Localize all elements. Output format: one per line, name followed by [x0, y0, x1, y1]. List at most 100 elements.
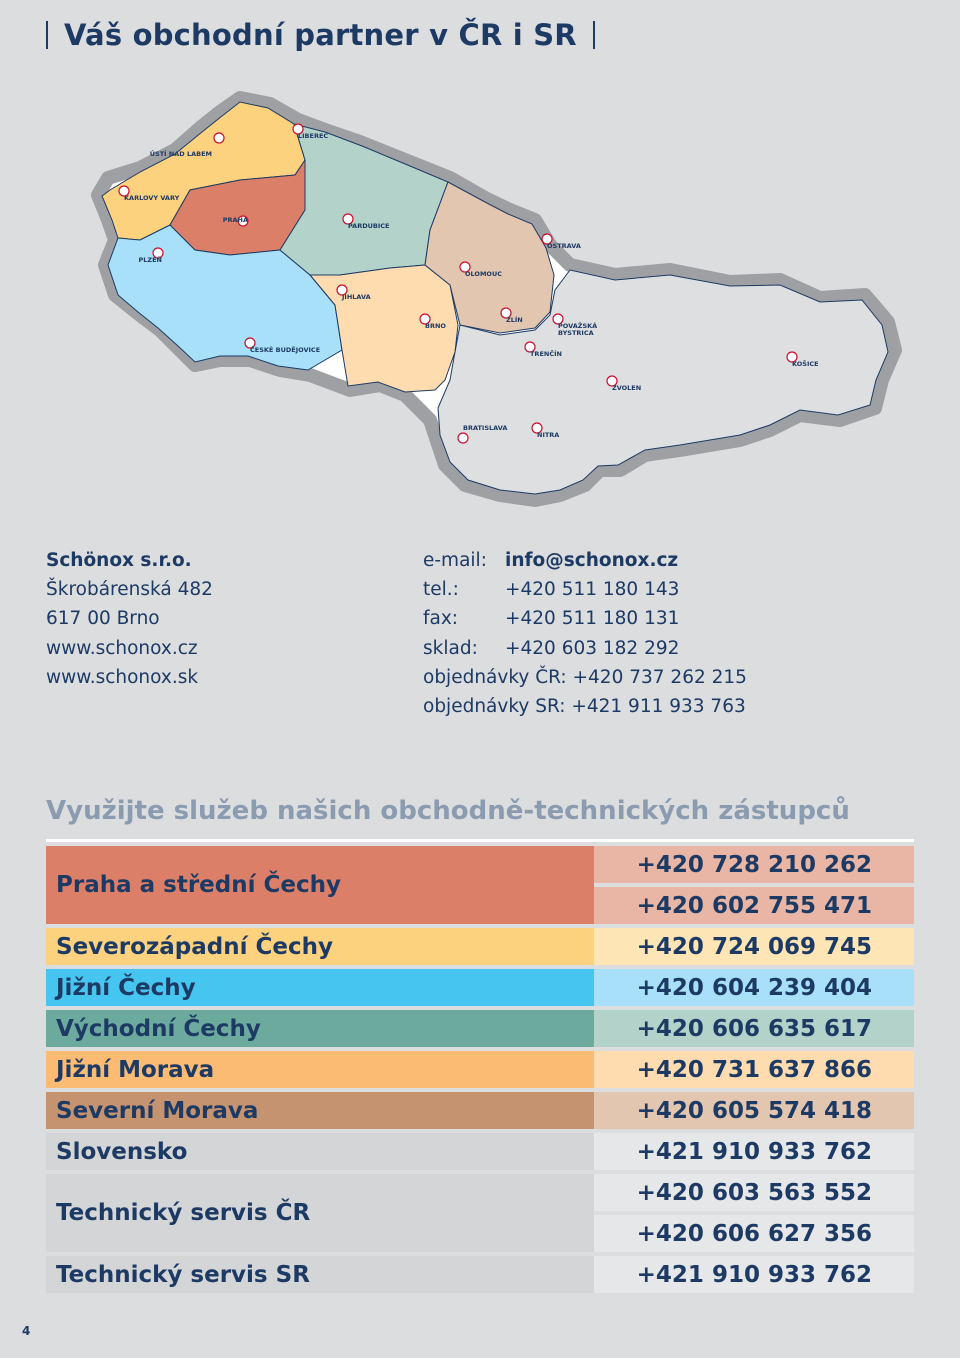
reps-title-underline: [46, 839, 914, 842]
rep-phone: +420 604 239 404: [594, 969, 914, 1006]
sklad-row: sklad: +420 603 182 292: [423, 634, 747, 663]
tel-label: tel.:: [423, 579, 459, 601]
rep-row: Severní Morava +420 605 574 418: [46, 1092, 914, 1129]
city-marker-icon: [336, 284, 348, 296]
website-cz-link[interactable]: www.schonox.cz: [46, 637, 198, 659]
rep-phone: +420 728 210 262: [594, 846, 914, 883]
city-label: KARLOVY VARY: [124, 194, 180, 202]
city-marker-icon: [541, 233, 553, 245]
rep-row: Jižní Morava +420 731 637 866: [46, 1051, 914, 1088]
sklad-value: +420 603 182 292: [505, 637, 680, 659]
city-label: PARDUBICE: [348, 222, 389, 230]
rep-phone: +420 731 637 866: [594, 1051, 914, 1088]
rep-region: Severozápadní Čechy: [46, 928, 594, 965]
city-label: BYSTRICA: [558, 329, 594, 337]
city-label: ČESKÉ BUDĚJOVICE: [250, 345, 320, 354]
city-marker-icon: [419, 313, 431, 325]
city-label: TRENČÍN: [530, 349, 562, 358]
city-marker-icon: [531, 422, 543, 434]
title-divider-left: [46, 21, 48, 49]
city-marker-icon: [606, 375, 618, 387]
rep-region: Jižní Morava: [46, 1051, 594, 1088]
city-label: PRAHA: [223, 216, 248, 224]
email-label: e-mail:: [423, 550, 487, 571]
city-label: JIHLAVA: [341, 293, 371, 301]
city-label: OSTRAVA: [547, 242, 581, 250]
rep-phone: +420 602 755 471: [594, 887, 914, 924]
rep-phone: +420 605 574 418: [594, 1092, 914, 1129]
city-label: ZLÍN: [506, 315, 523, 324]
rep-region: Jižní Čechy: [46, 969, 594, 1006]
rep-phone: +420 606 627 356: [594, 1215, 914, 1252]
orders-cr: objednávky ČR: +420 737 262 215: [423, 666, 747, 688]
rep-region: Technický servis ČR: [46, 1174, 594, 1252]
reps-table: Praha a střední Čechy +420 728 210 262 +42…: [46, 846, 914, 1297]
tel-row: tel.: +420 511 180 143: [423, 575, 747, 604]
company-address: Schönox s.r.o. Škrobárenská 482 617 00 B…: [46, 546, 213, 692]
rep-region: Technický servis SR: [46, 1256, 594, 1293]
city-label: ZVOLEN: [612, 384, 641, 392]
rep-row: Východní Čechy +420 606 635 617: [46, 1010, 914, 1047]
city-label: ÚSTÍ NAD LABEM: [150, 149, 212, 158]
rep-phone: +421 910 933 762: [594, 1256, 914, 1293]
sklad-label: sklad:: [423, 637, 478, 659]
city-markers: ÚSTÍ NAD LABEM LIBEREC KARLOVY VARY PRAHA PA…: [118, 123, 819, 444]
contact-info: e-mail: info@schonox.cz tel.: +420 511 1…: [423, 546, 747, 721]
region-slovensko: [437, 269, 889, 495]
city-marker-icon: [292, 123, 304, 135]
rep-row: Technický servis SR +421 910 933 762: [46, 1256, 914, 1293]
fax-label: fax:: [423, 608, 459, 630]
email-link[interactable]: info@schonox.cz: [505, 550, 679, 571]
city-marker-icon: [457, 432, 469, 444]
page-number: 4: [22, 1324, 31, 1338]
region-severni-morava: [424, 181, 555, 334]
city-marker-icon: [786, 351, 798, 363]
city-marker-icon: [500, 307, 512, 319]
region-jizni-morava: [308, 264, 459, 393]
city-label: LIBEREC: [298, 132, 328, 140]
city-marker-icon: [342, 213, 354, 225]
postal-city: 617 00 Brno: [46, 608, 160, 630]
city-marker-icon: [459, 261, 471, 273]
street: Škrobárenská 482: [46, 579, 213, 601]
rep-phone: +420 606 635 617: [594, 1010, 914, 1047]
city-marker-icon: [552, 313, 564, 325]
rep-row: Technický servis ČR +420 603 563 552 +420 …: [46, 1174, 914, 1252]
city-label: BRATISLAVA: [463, 424, 507, 432]
fax-row: fax: +420 511 180 131: [423, 604, 747, 633]
website-sk-link[interactable]: www.schonox.sk: [46, 666, 199, 688]
city-marker-icon: [213, 132, 225, 144]
email-row: e-mail: info@schonox.cz: [423, 546, 747, 575]
city-marker-icon: [237, 215, 249, 227]
page-title: Váš obchodní partner v ČR i SR: [64, 18, 577, 52]
rep-region: Praha a střední Čechy: [46, 846, 594, 924]
rep-region: Slovensko: [46, 1133, 594, 1170]
city-label: NITRA: [537, 431, 559, 439]
rep-row: Severozápadní Čechy +420 724 069 745: [46, 928, 914, 965]
rep-phone: +420 603 563 552: [594, 1174, 914, 1211]
rep-row: Jižní Čechy +420 604 239 404: [46, 969, 914, 1006]
rep-phone: +420 724 069 745: [594, 928, 914, 965]
city-label: BRNO: [425, 322, 446, 330]
city-label: KOŠICE: [792, 359, 819, 368]
rep-row: Slovensko +421 910 933 762: [46, 1133, 914, 1170]
regions-map: ÚSTÍ NAD LABEM LIBEREC KARLOVY VARY PRAHA PA…: [91, 91, 902, 507]
tel-value: +420 511 180 143: [505, 579, 680, 601]
company-name: Schönox s.r.o.: [46, 550, 192, 571]
title-divider-right: [592, 21, 595, 49]
rep-phone: +421 910 933 762: [594, 1133, 914, 1170]
city-label: OLOMOUC: [465, 270, 502, 278]
region-vychodni: [279, 123, 449, 276]
rep-region: Východní Čechy: [46, 1010, 594, 1047]
rep-region: Severní Morava: [46, 1092, 594, 1129]
rep-row: Praha a střední Čechy +420 728 210 262 +42…: [46, 846, 914, 924]
city-marker-icon: [152, 247, 164, 259]
region-jizni: [107, 224, 343, 371]
city-label: PLZEŇ: [139, 255, 163, 264]
reps-title: Využijte služeb našich obchodně-technick…: [46, 796, 850, 826]
city-marker-icon: [524, 341, 536, 353]
city-marker-icon: [118, 185, 130, 197]
fax-value: +420 511 180 131: [505, 608, 680, 630]
orders-sr: objednávky SR: +421 911 933 763: [423, 696, 746, 718]
city-marker-icon: [244, 337, 256, 349]
